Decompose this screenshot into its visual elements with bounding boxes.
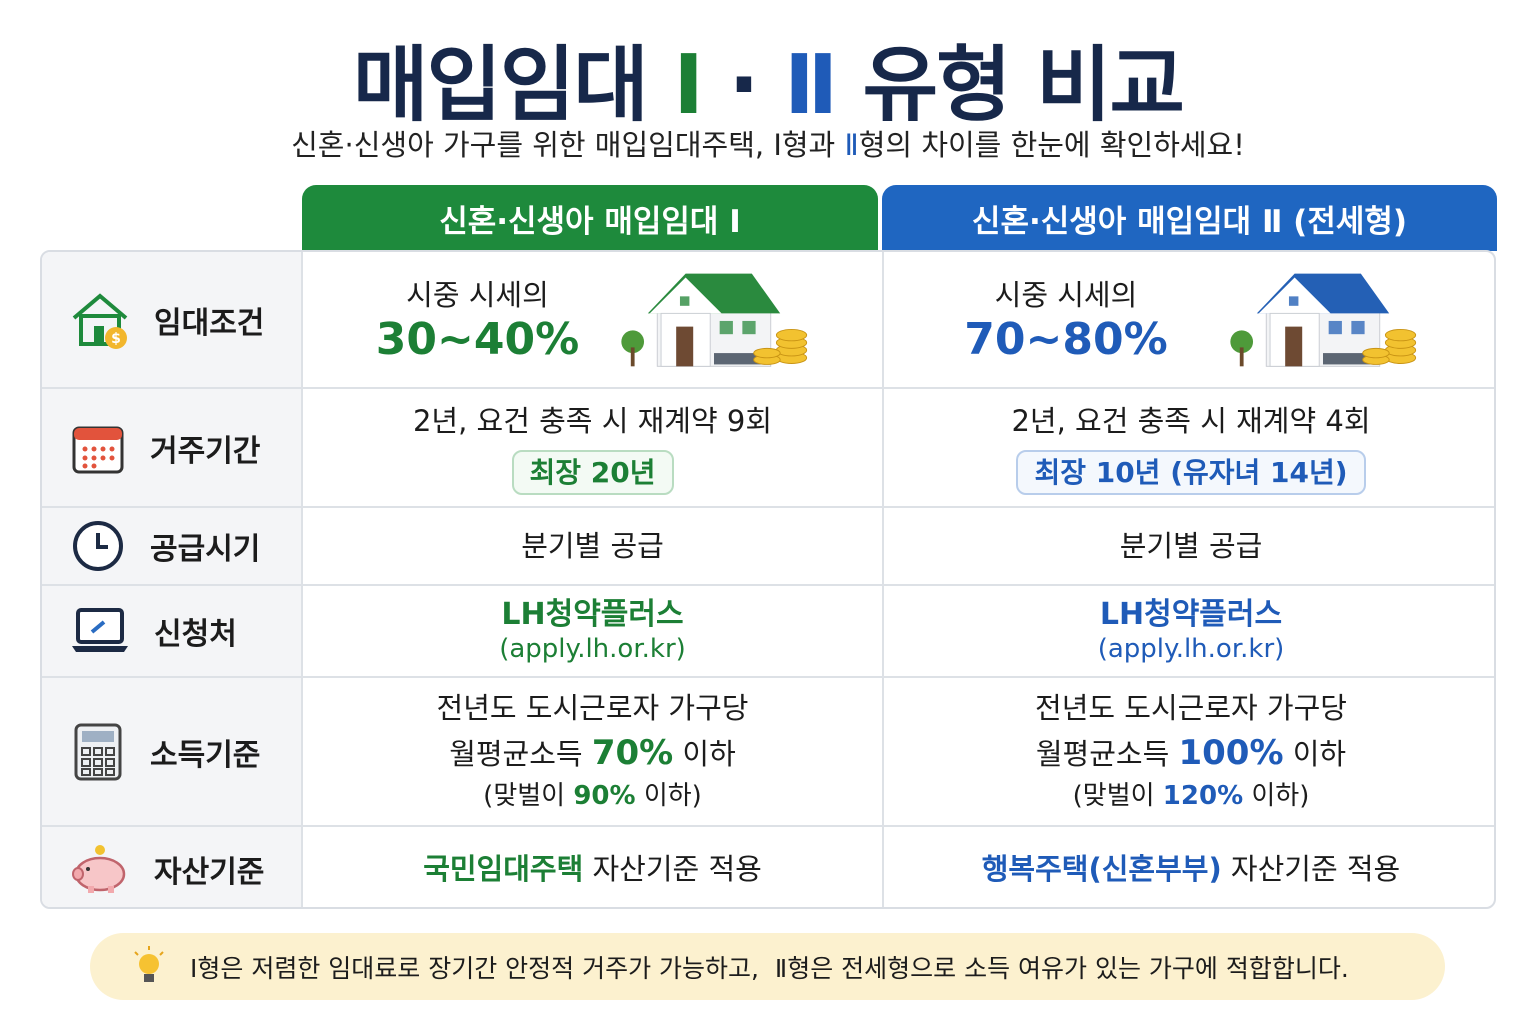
cell: 행복주택(신혼부부) 자산기준 적용 xyxy=(884,827,1494,907)
subtitle: 신혼·신생아 가구를 위한 매입임대주택, Ⅰ형과 Ⅱ형의 차이를 한눈에 확인… xyxy=(0,122,1536,164)
title: 매입임대 Ⅰ · Ⅱ 유형 비교 xyxy=(0,18,1536,137)
cell-text: 분기별 공급 xyxy=(521,528,664,563)
column-header: 신혼·신생아 매입임대 Ⅰ xyxy=(302,185,878,251)
row-label: 거주기간 xyxy=(42,389,303,506)
cell-text: 2년, 요건 충족 시 재계약 9회 xyxy=(412,403,772,438)
icon xyxy=(74,723,122,780)
cell-highlight: 행복주택(신혼부부) xyxy=(981,851,1222,886)
title-part: Ⅰ xyxy=(673,38,703,133)
title-part: 매입임대 xyxy=(353,38,674,133)
label-text: 공급시기 xyxy=(150,532,261,567)
cell-text: (맞벌이 xyxy=(483,781,574,812)
cell-text: 시중 시세의 xyxy=(406,278,549,313)
cell: LH청약플러스 (apply.lh.or.kr) xyxy=(884,586,1494,676)
icon xyxy=(73,521,123,571)
cell-text: (apply.lh.or.kr) xyxy=(499,633,686,664)
footer-text: Ⅰ형은 저렴한 임대료로 장기간 안정적 거주가 가능하고, Ⅱ형은 전세형으로… xyxy=(190,953,1349,983)
cell: 시중 시세의 30~40% xyxy=(303,252,884,387)
cell-text: 이하) xyxy=(1243,781,1310,812)
label-text: 거주기간 xyxy=(150,433,261,469)
title-part: · xyxy=(701,38,785,133)
cell-line: 월평균소득 70% 이하 xyxy=(449,729,736,778)
house-illustration xyxy=(619,268,809,372)
cell-highlight: 70~80% xyxy=(964,314,1168,366)
label-text: 소득기준 xyxy=(150,737,261,773)
cell-line: 국민임대주택 자산기준 적용 xyxy=(423,848,762,890)
cell-text: 자산기준 적용 xyxy=(1221,851,1401,886)
cell-line: (맞벌이 90% 이하) xyxy=(483,778,702,816)
row-label: 공급시기 xyxy=(42,508,303,584)
icon xyxy=(72,426,124,473)
house-illustration xyxy=(1228,268,1418,372)
footer-note: Ⅰ형은 저렴한 임대료로 장기간 안정적 거주가 가능하고, Ⅱ형은 전세형으로… xyxy=(90,933,1445,1000)
cell: LH청약플러스 (apply.lh.or.kr) xyxy=(303,586,884,676)
row: $ 임대조건 시중 시세의 30~40% 시중 시세의 70~80% xyxy=(42,252,1496,389)
label-text: 임대조건 xyxy=(154,305,265,341)
cell-text: 분기별 공급 xyxy=(1119,528,1263,563)
cell-text: 월평균소득 xyxy=(449,737,592,772)
subtitle-part: Ⅱ xyxy=(844,128,859,162)
row-label: 소득기준 xyxy=(42,678,303,825)
cell-text: 이하 xyxy=(1283,737,1347,772)
cell-text: 시중 시세의 xyxy=(994,278,1138,313)
column-header: 신혼·신생아 매입임대 Ⅱ (전세형) xyxy=(882,185,1497,251)
cell-highlight: LH청약플러스 xyxy=(501,596,684,632)
cell-text: 자산기준 적용 xyxy=(583,851,762,886)
cell-line: 월평균소득 100% 이하 xyxy=(1036,729,1346,778)
cell-text: 월평균소득 xyxy=(1035,737,1179,772)
cell-text: (맞벌이 xyxy=(1072,781,1163,812)
row-label: 자산기준 xyxy=(42,827,303,907)
badge: 최장 20년 xyxy=(511,449,674,496)
cell-text: 이하 xyxy=(673,737,736,772)
label-text: 자산기준 xyxy=(154,855,265,890)
row-label: 신청처 xyxy=(42,586,303,676)
table: $ 임대조건 시중 시세의 30~40% 시중 시세의 70~80% 거주기간 2년… xyxy=(40,250,1496,909)
badge: 최장 10년 (유자녀 14년) xyxy=(1016,449,1366,496)
svg-text:$: $ xyxy=(111,331,121,347)
cell-text: (apply.lh.or.kr) xyxy=(1097,633,1285,664)
row: 신청처 LH청약플러스 (apply.lh.or.kr) LH청약플러스 (appl… xyxy=(42,586,1494,678)
cell-line: 행복주택(신혼부부) 자산기준 적용 xyxy=(982,848,1400,890)
row: 소득기준 전년도 도시근로자 가구당 월평균소득 70% 이하 (맞벌이 90%… xyxy=(42,678,1494,827)
row: 공급시기 분기별 공급 분기별 공급 xyxy=(42,508,1494,586)
cell-highlight: LH청약플러스 xyxy=(1099,596,1283,632)
cell-text: 전년도 도시근로자 가구당 xyxy=(436,690,749,725)
cell-highlight: 30~40% xyxy=(375,314,580,366)
cell-text: 이하) xyxy=(635,781,702,812)
cell-highlight: 90% xyxy=(573,781,636,812)
icon xyxy=(72,608,128,652)
cell: 분기별 공급 xyxy=(884,508,1494,584)
cell: 분기별 공급 xyxy=(303,508,884,584)
icon: $ xyxy=(72,292,128,349)
row-label: $ 임대조건 xyxy=(42,252,303,387)
cell: 시중 시세의 70~80% xyxy=(884,252,1496,387)
cell: 국민임대주택 자산기준 적용 xyxy=(303,827,884,907)
cell-text: 2년, 요건 충족 시 재계약 4회 xyxy=(1011,403,1371,438)
cell-highlight: 100% xyxy=(1178,733,1284,774)
bulb-icon xyxy=(134,945,164,982)
subtitle-part: 신혼·신생아 가구를 위한 매입임대주택, Ⅰ형과 xyxy=(291,128,845,162)
cell-line: (맞벌이 120% 이하) xyxy=(1073,778,1310,816)
cell-text: 전년도 도시근로자 가구당 xyxy=(1035,690,1347,725)
subtitle-part: 형의 차이를 한눈에 확인하세요! xyxy=(858,128,1245,162)
title-part: 유형 비교 xyxy=(836,38,1185,133)
label-text: 신청처 xyxy=(154,617,237,652)
cell: 전년도 도시근로자 가구당 월평균소득 100% 이하 (맞벌이 120% 이하… xyxy=(884,678,1494,825)
icon xyxy=(72,845,126,893)
cell: 전년도 도시근로자 가구당 월평균소득 70% 이하 (맞벌이 90% 이하) xyxy=(303,678,884,825)
row: 자산기준 국민임대주택 자산기준 적용 행복주택(신혼부부) 자산기준 적용 xyxy=(42,827,1494,907)
cell-highlight: 국민임대주택 xyxy=(423,851,584,886)
cell-highlight: 70% xyxy=(591,733,674,774)
cell-highlight: 120% xyxy=(1162,781,1244,812)
title-part: Ⅱ xyxy=(784,38,838,133)
